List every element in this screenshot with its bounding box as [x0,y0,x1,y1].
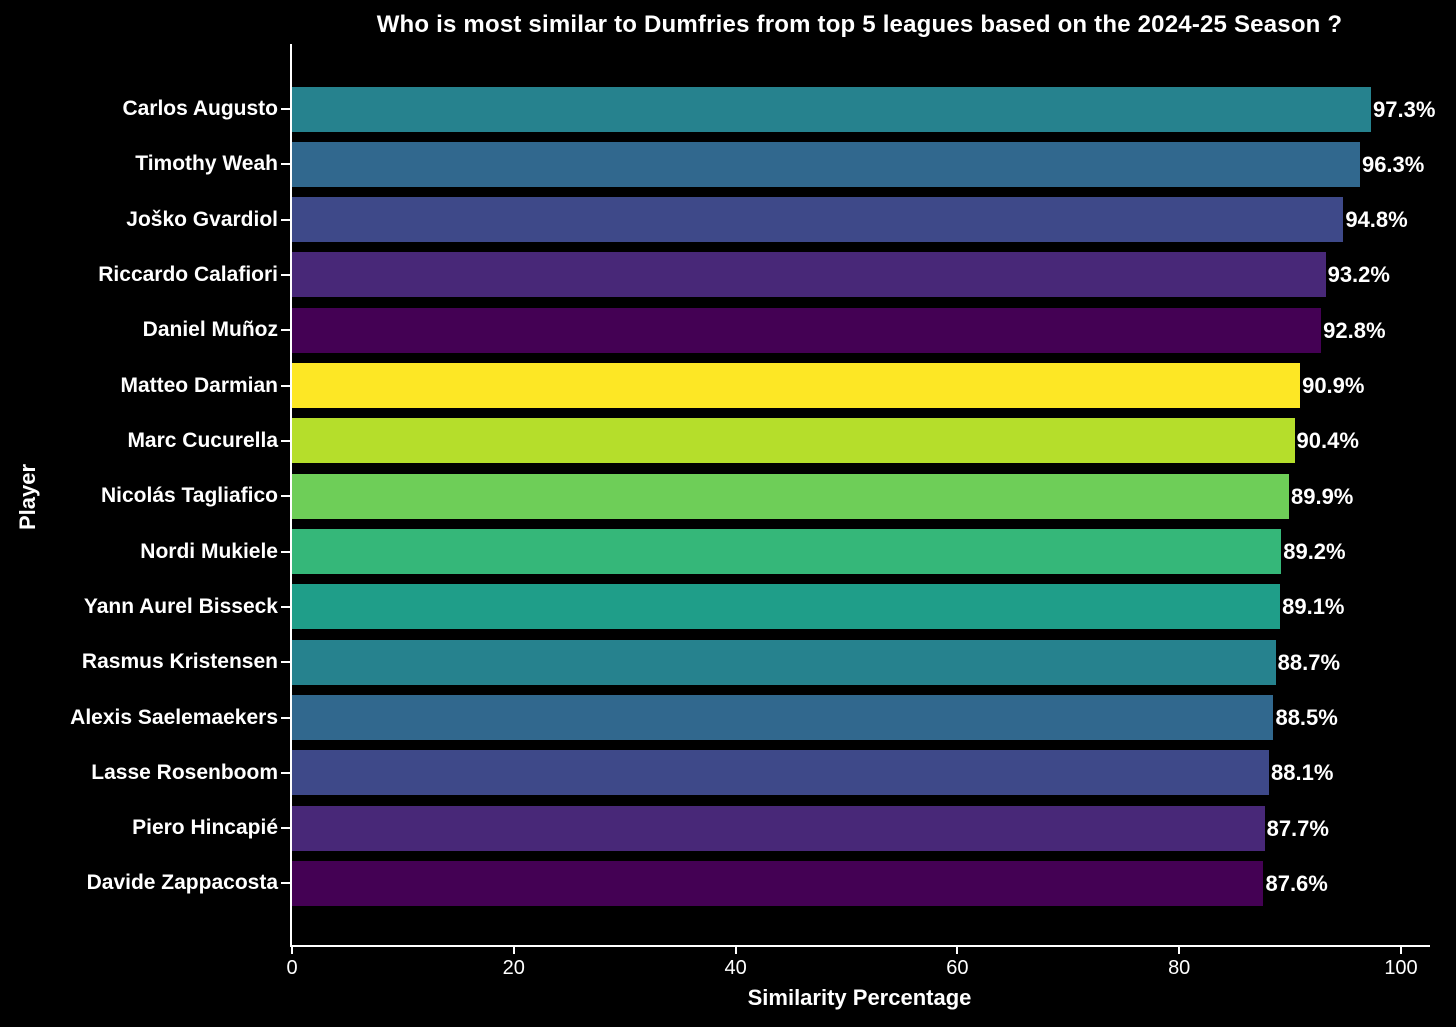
bar-value-label: 97.3% [1373,96,1436,122]
player-label: Carlos Augusto [122,97,278,120]
y-tick-mark [281,163,290,166]
bar [292,750,1270,796]
bar [292,584,1281,630]
player-label: Joško Gvardiol [126,207,278,231]
bar-value-label: 90.4% [1296,428,1359,454]
bar [292,86,1372,132]
bar-value-label: 92.8% [1323,317,1386,343]
bar-value-label: 89.1% [1282,594,1345,620]
player-label: Riccardo Calafiori [98,262,278,286]
bar [292,860,1264,906]
x-axis-spine [290,945,1430,947]
x-tick-label: 0 [286,957,298,979]
x-tick-label: 60 [946,957,969,979]
bar [292,141,1360,187]
bar [292,418,1295,464]
player-label: Lasse Rosenboom [91,760,278,784]
bar [292,197,1344,243]
bar-value-label: 93.2% [1327,262,1390,288]
bar-value-label: 88.1% [1271,760,1334,786]
bar-value-label: 88.7% [1277,649,1341,675]
y-tick-mark [281,273,290,276]
bar [292,363,1301,409]
bar-value-label: 87.7% [1266,815,1329,841]
bar-value-label: 88.5% [1275,705,1338,731]
bar [292,805,1265,851]
player-label: Nicolás Tagliafico [101,484,278,508]
y-tick-mark [281,661,290,664]
x-tick-label: 40 [724,957,747,979]
bar [292,639,1276,685]
x-tick-mark [1178,947,1181,954]
bar-value-label: 96.3% [1361,151,1425,177]
y-tick-mark [281,108,290,110]
y-tick-mark [281,550,290,553]
x-tick-mark [291,947,293,954]
x-axis-label: Similarity Percentage [747,985,972,1010]
y-tick-mark [281,329,290,332]
bar [292,695,1274,741]
bar-value-label: 87.6% [1265,870,1328,896]
x-tick-label: 20 [502,957,525,979]
y-tick-mark [281,384,290,387]
player-label: Alexis Saelemaekers [70,705,278,729]
bar [292,307,1322,353]
x-tick-label: 100 [1384,957,1418,979]
bar-value-label: 89.2% [1283,539,1346,565]
y-tick-mark [281,716,290,719]
x-tick-mark [734,947,737,954]
y-tick-mark [281,827,290,830]
y-tick-mark [281,495,290,498]
y-tick-mark [281,882,290,885]
x-tick-mark [1400,947,1402,954]
player-label: Rasmus Kristensen [81,650,278,674]
y-tick-mark [281,439,290,442]
bar-value-label: 94.8% [1345,207,1408,233]
player-label: Davide Zappacosta [86,871,278,895]
y-tick-mark [281,771,290,774]
player-label: Nordi Mukiele [140,539,278,563]
bar [292,473,1289,519]
player-label: Timothy Weah [135,152,278,176]
x-tick-label: 80 [1168,957,1191,979]
bar-value-label: 89.9% [1290,483,1354,509]
player-label: Yann Aurel Bisseck [83,594,278,618]
bar [292,529,1282,575]
y-axis-spine [290,44,292,947]
chart-title: Who is most similar to Dumfries from top… [376,11,1343,38]
y-tick-mark [281,605,290,608]
player-label: Daniel Muñoz [142,318,278,342]
player-label: Piero Hincapié [132,816,278,840]
x-tick-mark [956,947,959,954]
player-label: Matteo Darmian [120,373,278,397]
player-label: Marc Cucurella [127,428,278,452]
bar-value-label: 90.9% [1302,373,1365,399]
x-tick-mark [512,947,515,954]
bar [292,252,1326,298]
y-tick-mark [281,218,290,221]
